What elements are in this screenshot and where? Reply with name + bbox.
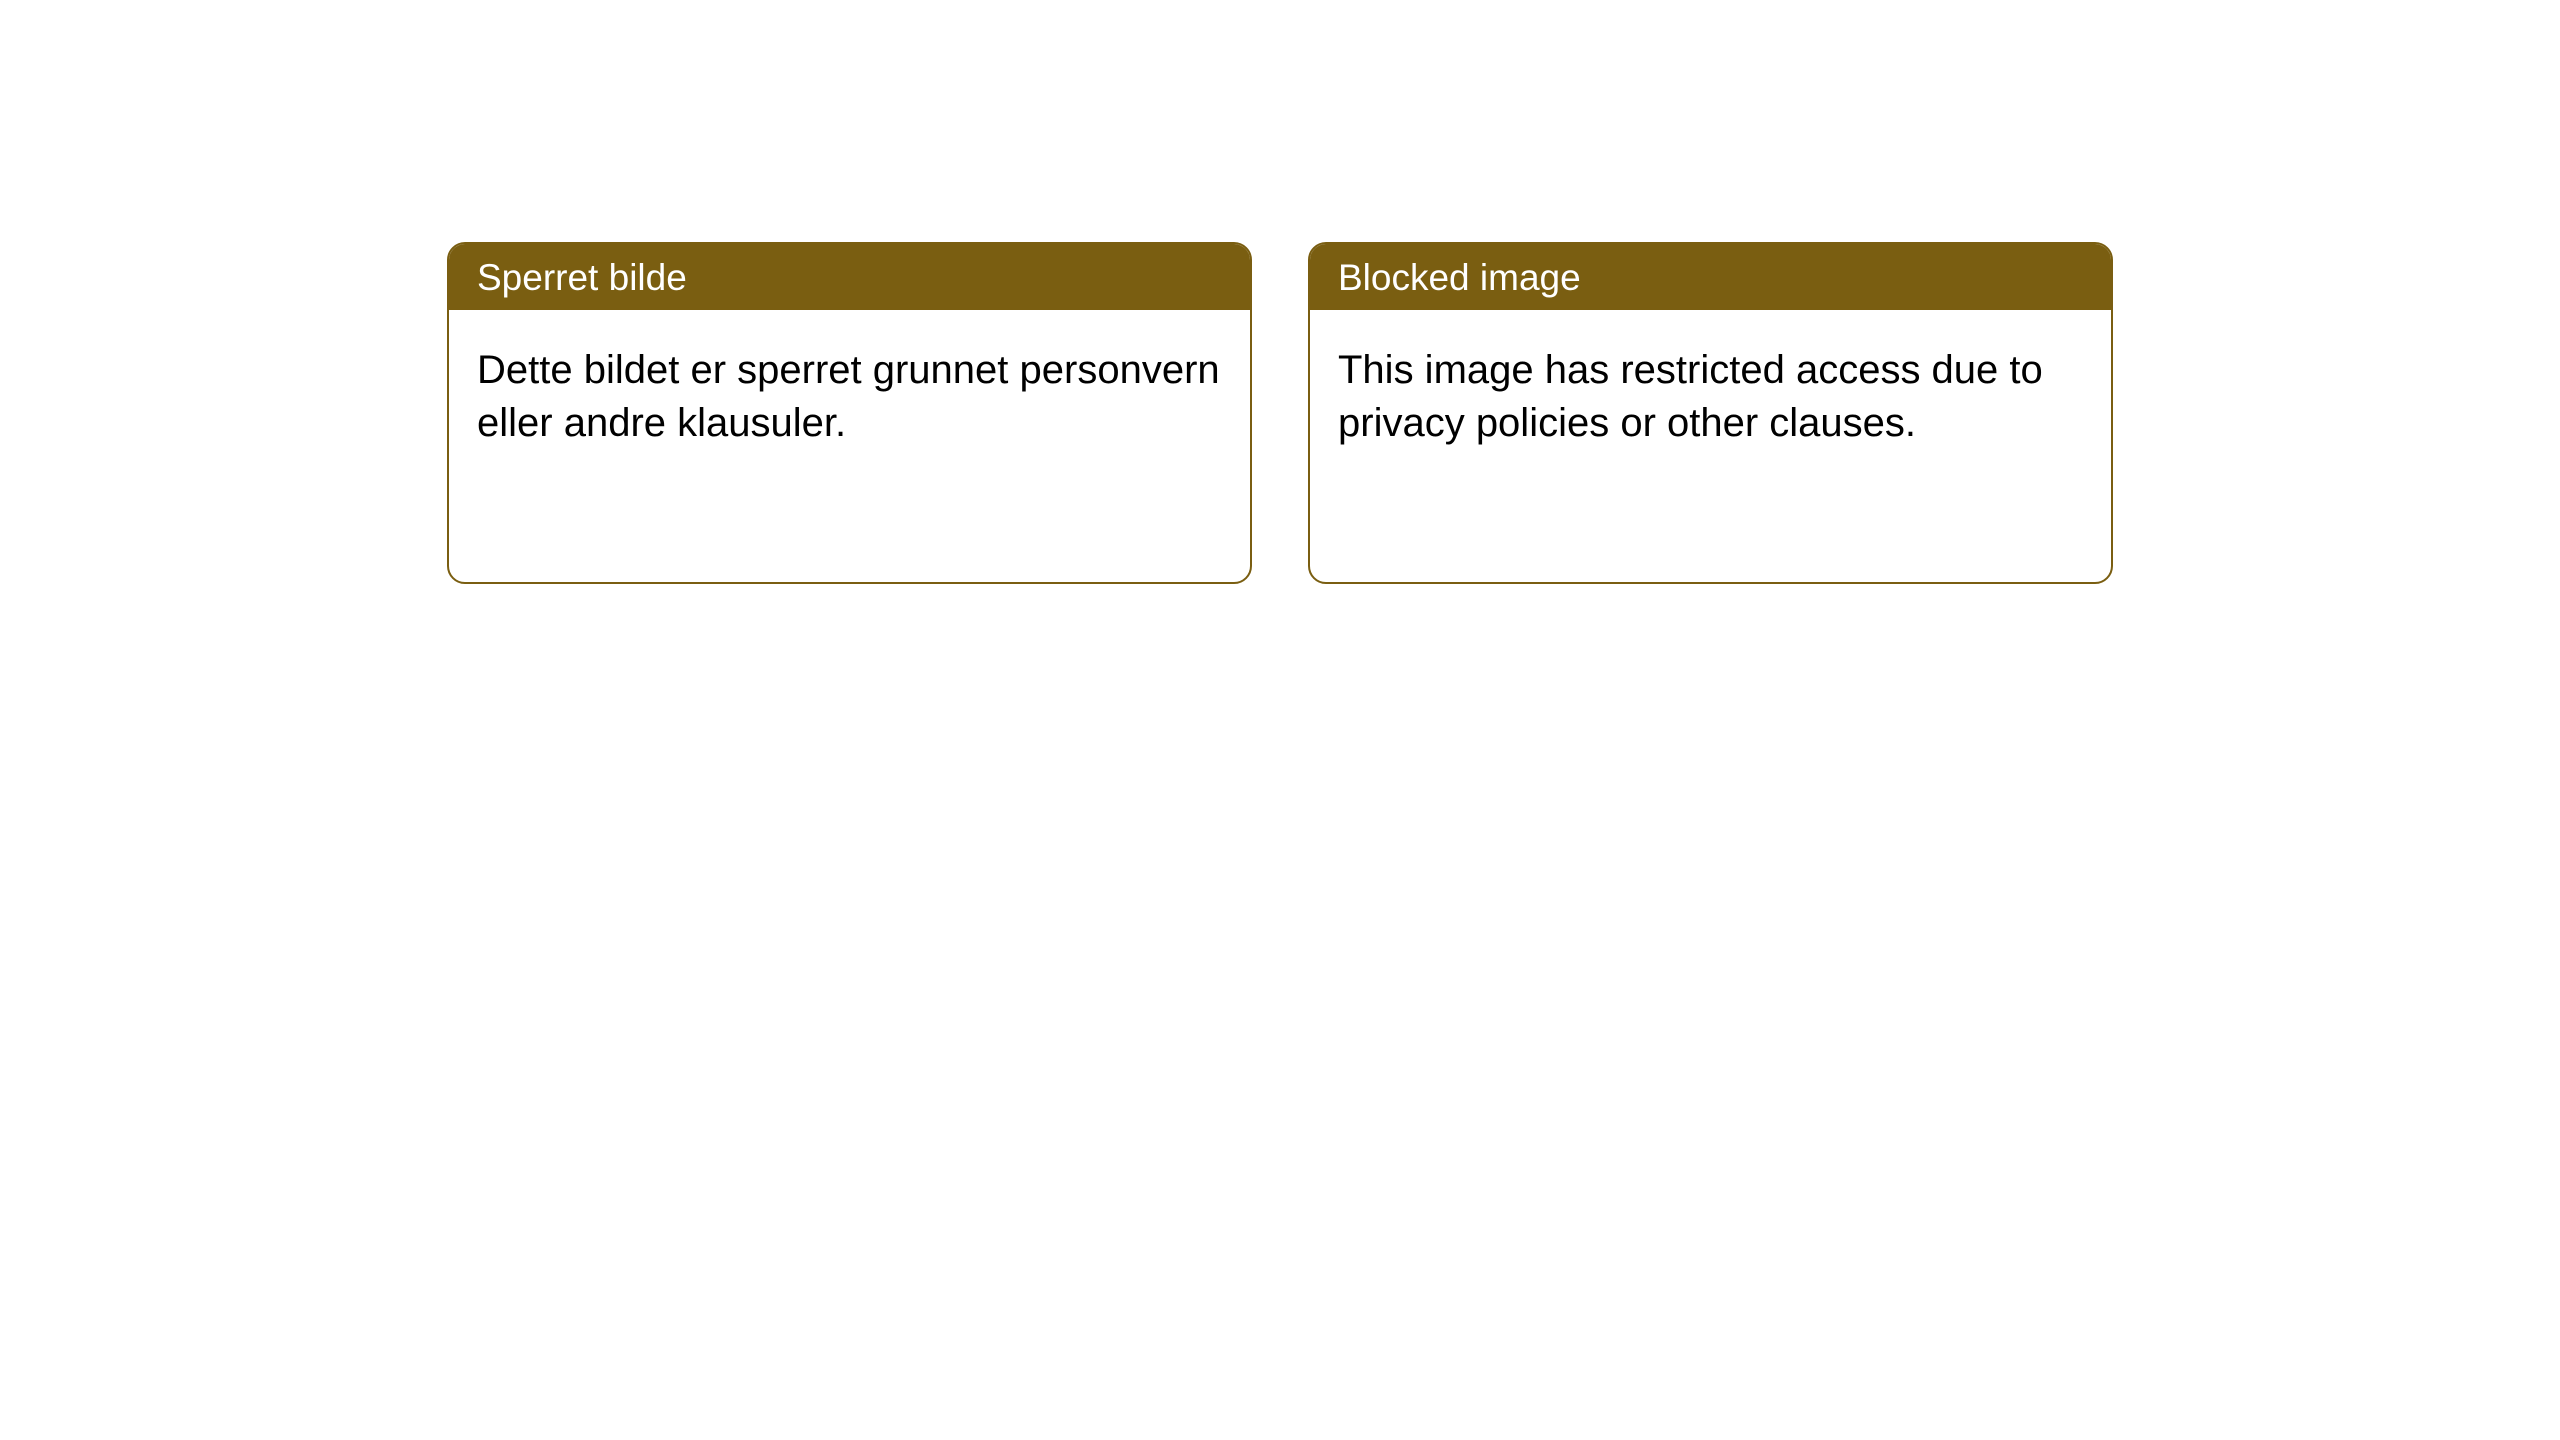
notice-card-norwegian: Sperret bilde Dette bildet er sperret gr…	[447, 242, 1252, 584]
notice-body-english: This image has restricted access due to …	[1338, 344, 2083, 450]
notice-body-english-wrap: This image has restricted access due to …	[1310, 310, 2111, 582]
notice-title-norwegian: Sperret bilde	[449, 244, 1250, 310]
notice-card-english: Blocked image This image has restricted …	[1308, 242, 2113, 584]
notice-body-norwegian-wrap: Dette bildet er sperret grunnet personve…	[449, 310, 1250, 582]
notice-title-english: Blocked image	[1310, 244, 2111, 310]
notice-body-norwegian: Dette bildet er sperret grunnet personve…	[477, 344, 1222, 450]
notice-container: Sperret bilde Dette bildet er sperret gr…	[0, 0, 2560, 584]
